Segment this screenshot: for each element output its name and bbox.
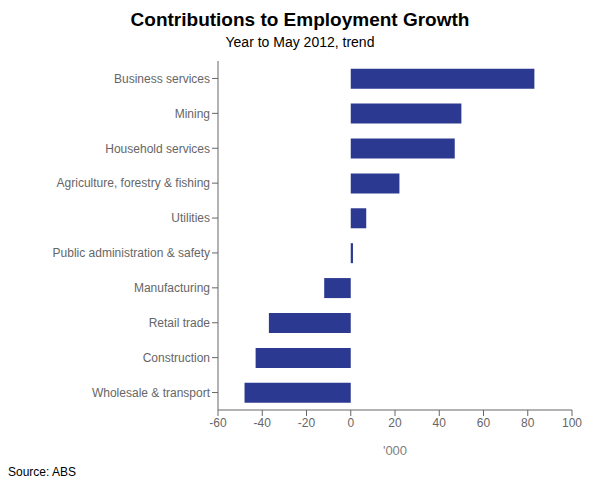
svg-text:Manufacturing: Manufacturing — [134, 281, 210, 295]
svg-text:Retail trade: Retail trade — [149, 316, 211, 330]
svg-text:Public administration & safety: Public administration & safety — [53, 246, 210, 260]
svg-text:0: 0 — [347, 416, 354, 430]
svg-text:60: 60 — [477, 416, 491, 430]
html-text:Year to May 2012, trend: Year to May 2012, trend — [225, 34, 375, 50]
svg-text:40: 40 — [433, 416, 447, 430]
svg-text:Mining: Mining — [175, 107, 210, 121]
svg-text:Wholesale & transport: Wholesale & transport — [92, 386, 211, 400]
svg-text:-40: -40 — [254, 416, 272, 430]
svg-text:100: 100 — [562, 416, 582, 430]
svg-text:Household services: Household services — [105, 142, 210, 156]
svg-text:'000: '000 — [383, 443, 407, 458]
svg-text:-60: -60 — [209, 416, 227, 430]
svg-text:80: 80 — [521, 416, 535, 430]
svg-text:Utilities: Utilities — [171, 211, 210, 225]
svg-text:20: 20 — [388, 416, 402, 430]
html-text:Source: ABS: Source: ABS — [8, 465, 76, 479]
svg-text:-20: -20 — [298, 416, 316, 430]
svg-text:Business services: Business services — [114, 72, 210, 86]
html-text:Contributions to Employment Gr: Contributions to Employment Growth — [130, 9, 470, 30]
svg-text:Construction: Construction — [143, 351, 210, 365]
svg-text:Agriculture, forestry & fishin: Agriculture, forestry & fishing — [57, 176, 210, 190]
